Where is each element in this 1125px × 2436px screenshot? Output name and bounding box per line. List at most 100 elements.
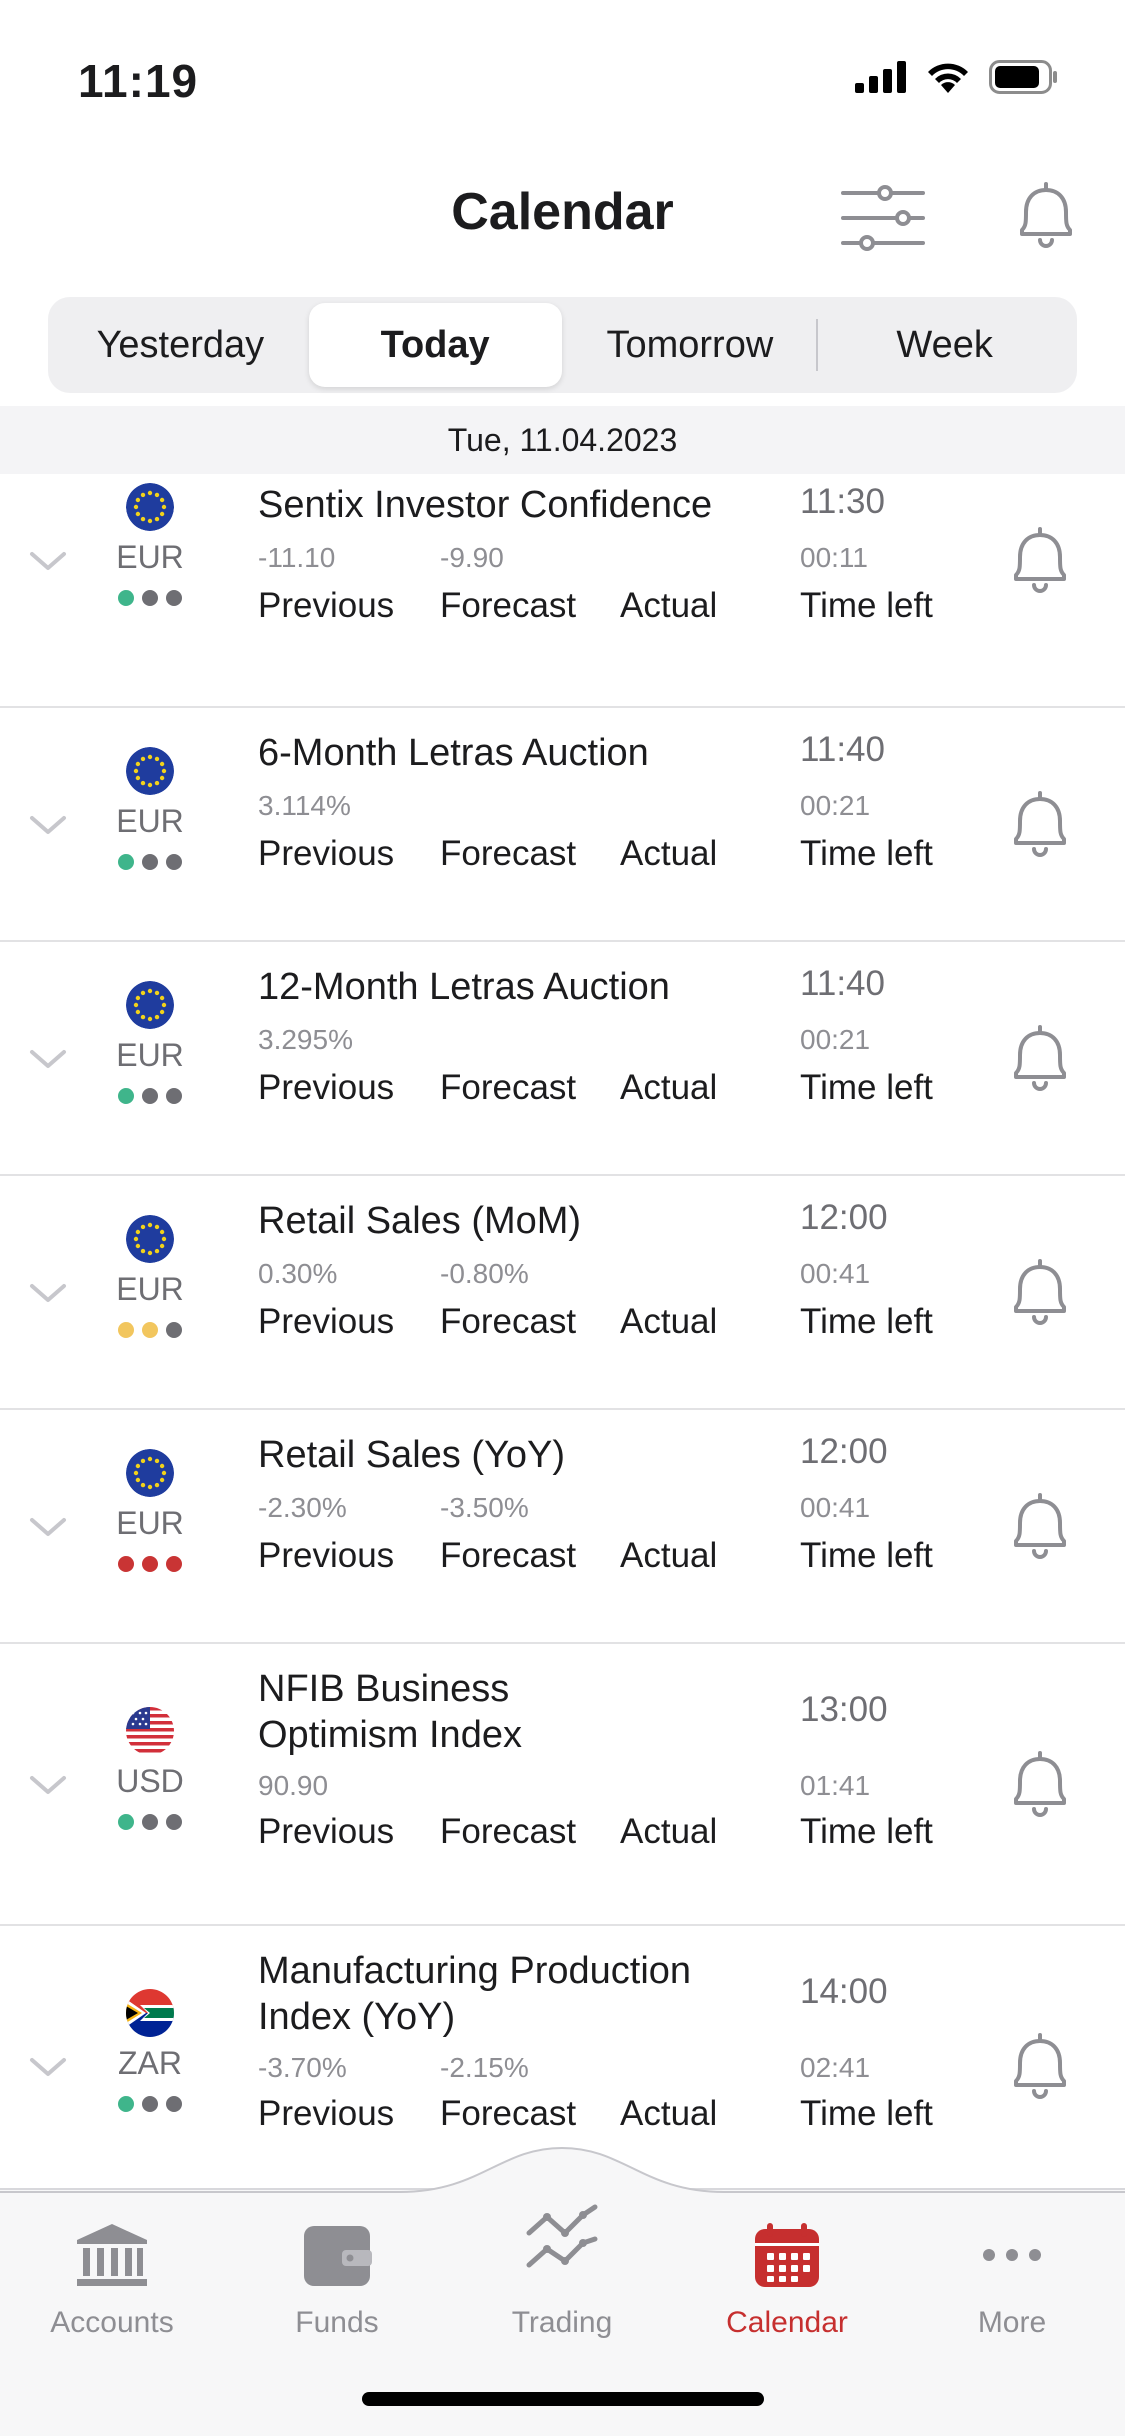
day-selector: Yesterday Today Tomorrow Week — [48, 297, 1077, 393]
segment-divider — [816, 319, 819, 371]
previous-label: Previous — [258, 2094, 395, 2133]
event-alert-button[interactable] — [1000, 2027, 1080, 2107]
event-row[interactable]: EUR Retail Sales (MoM) 0.30% -0.80% Prev… — [0, 1176, 1125, 1410]
time-left-value: 00:21 — [800, 790, 871, 821]
event-title-line: Retail Sales (MoM) — [258, 1200, 582, 1242]
time-left-value: 02:41 — [800, 2052, 871, 2083]
event-time: 11:40 — [800, 730, 885, 769]
previous-value: 3.295% — [258, 1024, 353, 1055]
event-title: NFIB Business Optimism Index — [258, 1666, 778, 1758]
event-row[interactable]: EUR Retail Sales (YoY) -2.30% -3.50% Pre… — [0, 1410, 1125, 1644]
event-row[interactable]: EUR Sentix Investor Confidence -11.10 -9… — [0, 474, 1125, 708]
forecast-label: Forecast — [440, 834, 577, 873]
segment-yesterday[interactable]: Yesterday — [96, 323, 265, 366]
previous-value: 90.90 — [258, 1770, 329, 1801]
importance-dot — [142, 2096, 158, 2112]
za-flag-icon — [126, 1989, 174, 2037]
event-title-line: 12-Month Letras Auction — [258, 966, 670, 1008]
tab-accounts[interactable]: Accounts — [12, 2210, 212, 2340]
event-title-line: Retail Sales (YoY) — [258, 1434, 565, 1476]
bell-icon — [1014, 1493, 1066, 1559]
tab-label: Trading — [511, 2306, 613, 2339]
segment-week[interactable]: Week — [896, 323, 993, 366]
tab-calendar[interactable]: Calendar — [687, 2210, 887, 2340]
event-alert-button[interactable] — [1000, 521, 1080, 601]
event-row[interactable]: EUR 6-Month Letras Auction 3.114% Previo… — [0, 708, 1125, 942]
segment-tomorrow[interactable]: Tomorrow — [606, 323, 774, 366]
home-indicator — [362, 2392, 764, 2406]
filter-button[interactable] — [838, 180, 928, 256]
event-title-line: NFIB Business — [258, 1668, 510, 1710]
importance-dot — [142, 590, 158, 606]
tab-funds[interactable]: Funds — [237, 2210, 437, 2340]
wallet-icon — [304, 2226, 372, 2286]
importance-dot — [166, 1556, 182, 1572]
event-alert-button[interactable] — [1000, 1745, 1080, 1825]
event-title: 12-Month Letras Auction — [258, 964, 778, 1010]
importance-dot — [142, 1556, 158, 1572]
calendar-icon — [755, 2223, 819, 2287]
actual-label: Actual — [620, 834, 718, 873]
eu-flag-icon — [126, 981, 174, 1029]
previous-value: 0.30% — [258, 1258, 338, 1289]
time-left-value: 00:41 — [800, 1492, 871, 1523]
chevron-down-icon[interactable] — [28, 1278, 68, 1308]
chevron-down-icon[interactable] — [28, 1044, 68, 1074]
currency-code: EUR — [116, 539, 184, 575]
importance-dot — [166, 1322, 182, 1338]
battery-icon — [989, 60, 1057, 94]
bell-icon — [1014, 791, 1066, 857]
time-left-label: Time left — [800, 586, 933, 625]
tab-label: Accounts — [50, 2306, 174, 2339]
tab-bar-bump — [0, 2146, 1125, 2193]
event-alert-button[interactable] — [1000, 1487, 1080, 1567]
event-title-line: 6-Month Letras Auction — [258, 732, 649, 774]
importance-dot — [142, 1088, 158, 1104]
importance-dot — [118, 590, 134, 606]
event-row[interactable]: USD NFIB Business Optimism Index 90.90 Pr… — [0, 1644, 1125, 1926]
forecast-label: Forecast — [440, 2094, 577, 2133]
event-alert-button[interactable] — [1000, 1019, 1080, 1099]
event-list: EUR Sentix Investor Confidence -11.10 -9… — [0, 474, 1125, 2208]
us-flag-icon — [126, 1707, 174, 1755]
event-title: Retail Sales (YoY) — [258, 1432, 778, 1478]
event-alert-button[interactable] — [1000, 785, 1080, 865]
currency-code: ZAR — [118, 2045, 182, 2081]
chevron-down-icon[interactable] — [28, 546, 68, 576]
importance-dot — [118, 854, 134, 870]
tab-trading[interactable]: Trading — [462, 2204, 662, 2340]
page-title: Calendar — [451, 183, 674, 241]
actual-label: Actual — [620, 1068, 718, 1107]
importance-dot — [166, 590, 182, 606]
previous-label: Previous — [258, 1302, 395, 1341]
tab-label: Calendar — [726, 2306, 848, 2339]
chevron-down-icon[interactable] — [28, 1770, 68, 1800]
event-row[interactable]: ZAR Manufacturing Production Index (YoY) … — [0, 1926, 1125, 2208]
importance-indicator — [108, 854, 192, 870]
actual-label: Actual — [620, 1536, 718, 1575]
event-time: 13:00 — [800, 1690, 888, 1729]
time-left-value: 01:41 — [800, 1770, 871, 1801]
currency-block: EUR — [108, 1215, 192, 1338]
chevron-down-icon[interactable] — [28, 2052, 68, 2082]
event-time: 11:30 — [800, 482, 885, 521]
notifications-button[interactable] — [1006, 176, 1086, 256]
previous-label: Previous — [258, 1536, 395, 1575]
forecast-label: Forecast — [440, 1812, 577, 1851]
chevron-down-icon[interactable] — [28, 1512, 68, 1542]
bell-icon — [1020, 182, 1072, 248]
chevron-down-icon[interactable] — [28, 810, 68, 840]
segment-today[interactable]: Today — [308, 303, 562, 387]
forecast-label: Forecast — [440, 1068, 577, 1107]
event-alert-button[interactable] — [1000, 1253, 1080, 1333]
eu-flag-icon — [126, 483, 174, 531]
importance-dot — [118, 1088, 134, 1104]
importance-dot — [142, 854, 158, 870]
bell-icon — [1014, 1751, 1066, 1817]
event-row[interactable]: EUR 12-Month Letras Auction 3.295% Previ… — [0, 942, 1125, 1176]
currency-code: USD — [116, 1763, 184, 1799]
tab-more[interactable]: More — [912, 2210, 1112, 2340]
eu-flag-icon — [126, 1215, 174, 1263]
time-left-value: 00:41 — [800, 1258, 871, 1289]
currency-block: USD — [108, 1707, 192, 1830]
